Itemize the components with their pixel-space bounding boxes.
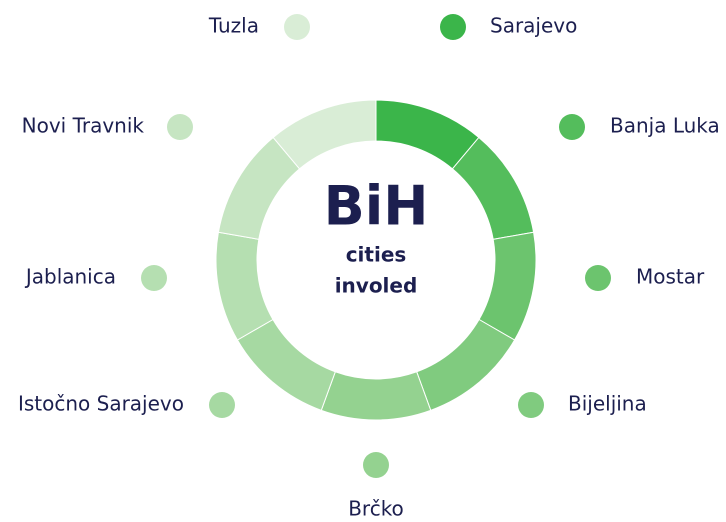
center-title: BiH (324, 175, 429, 238)
city-dot (209, 392, 235, 418)
ring-segment (236, 318, 336, 411)
city-label: Tuzla (208, 14, 259, 38)
city-dot (559, 114, 585, 140)
city-label: Brčko (348, 497, 404, 521)
ring-segment (320, 371, 432, 421)
city-dot (440, 14, 466, 40)
city-label: Banja Luka (610, 114, 720, 138)
city-label: Novi Travnik (22, 114, 145, 138)
city-label: Bijeljina (568, 392, 647, 416)
city-dot (585, 265, 611, 291)
city-label: Sarajevo (490, 14, 577, 38)
ring-segment (478, 231, 537, 341)
center-subtitle: involed (335, 274, 418, 298)
city-dot (363, 452, 389, 478)
ring-segment (416, 318, 516, 411)
city-dot (518, 392, 544, 418)
city-dot (284, 14, 310, 40)
city-label: Mostar (636, 265, 705, 289)
city-label: Istočno Sarajevo (18, 392, 184, 416)
ring-segment (272, 99, 377, 170)
city-label: Jablanica (24, 265, 116, 289)
city-dot (141, 265, 167, 291)
ring-segment (215, 231, 274, 341)
center-subtitle: cities (346, 243, 407, 267)
city-dot (167, 114, 193, 140)
